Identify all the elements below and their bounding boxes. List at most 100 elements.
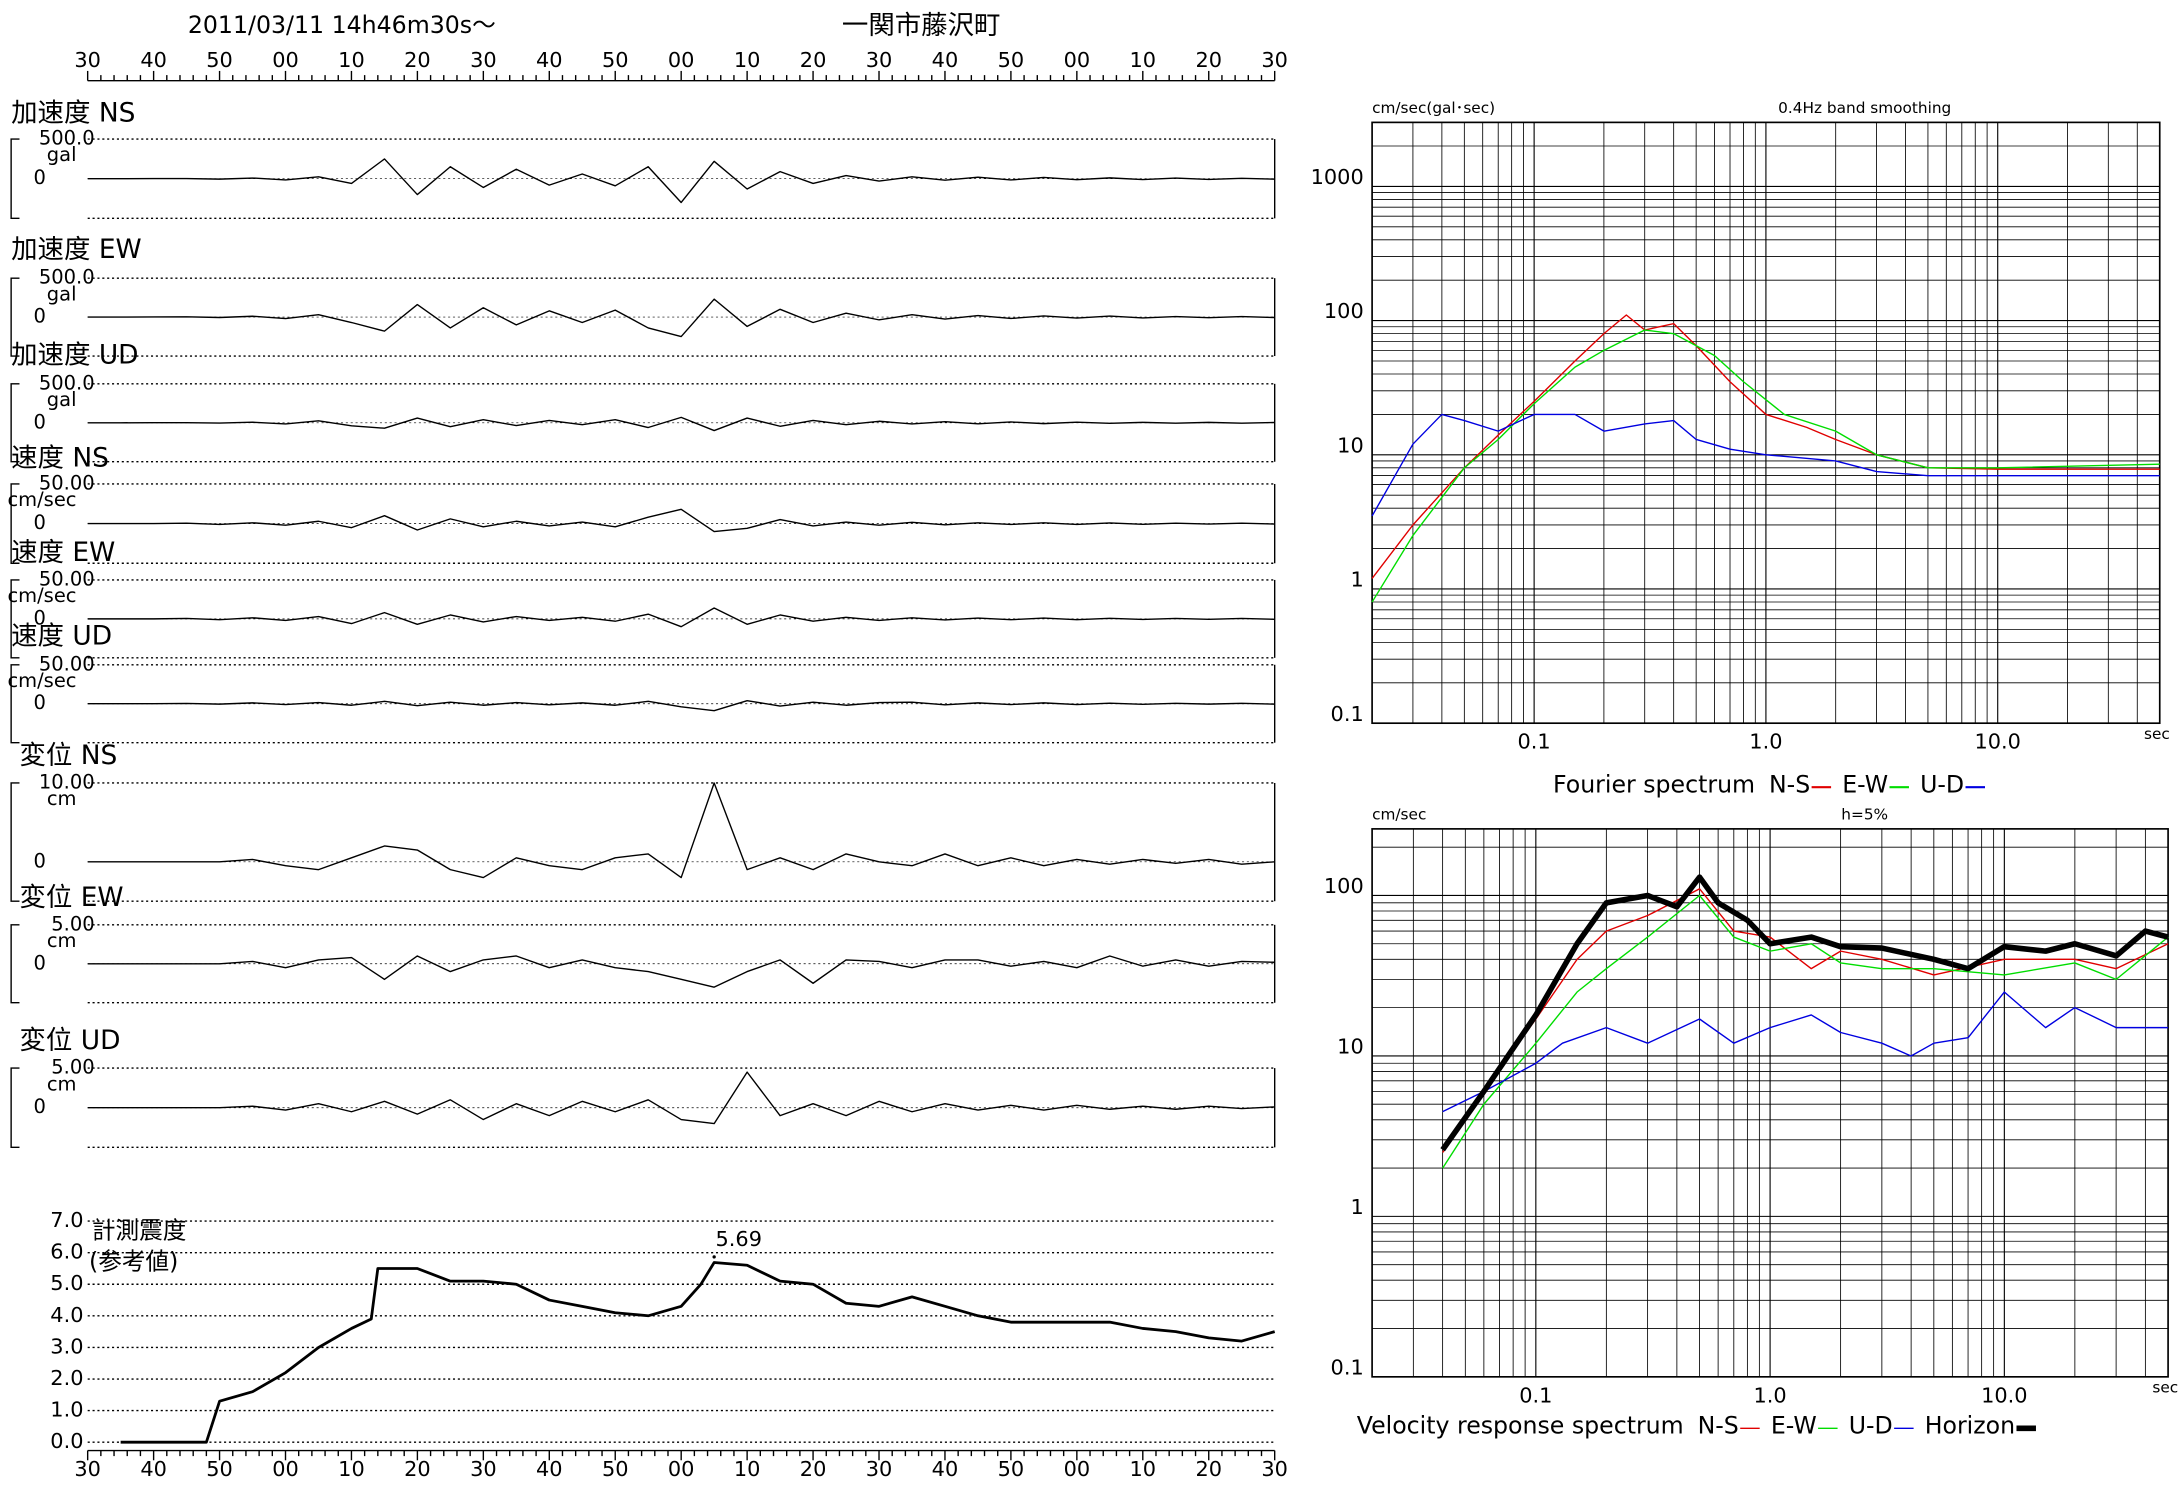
y-tick-label: 4.0 (50, 1303, 83, 1327)
unit-label: cm/sec (7, 584, 76, 607)
time-tick-label: 10 (338, 48, 365, 72)
time-tick-label: 00 (668, 48, 695, 72)
spectrum-line (1442, 888, 2169, 1153)
panel-bracket (10, 138, 20, 220)
legend-label: U-D (1920, 770, 1964, 798)
peak-label: 5.69 (716, 1227, 762, 1251)
y-tick-label: 5.0 (50, 1271, 83, 1295)
time-tick-label: 10 (338, 1457, 365, 1481)
unit-label: cm (47, 929, 77, 952)
spectrum-line (1442, 894, 2169, 1169)
y-tick-label: 0 (34, 511, 46, 534)
legend-label: N-S (1769, 770, 1810, 798)
time-tick-label: 20 (404, 1457, 431, 1481)
time-tick-label: 20 (800, 48, 827, 72)
time-tick-label: 50 (998, 48, 1025, 72)
x-tick-label: 10.0 (1974, 730, 2020, 754)
time-tick-label: 10 (734, 1457, 761, 1481)
y-tick-label: 0 (34, 951, 46, 974)
time-tick-label: 50 (206, 48, 233, 72)
waveform (87, 782, 1275, 879)
waveform (87, 1071, 1275, 1125)
y-tick-label: 1 (1350, 1195, 1363, 1219)
panel-title: 変位 UD (19, 1025, 120, 1056)
waveform (87, 298, 1275, 338)
legend-label: N-S (1698, 1411, 1739, 1439)
x-axis-label: sec (2152, 1378, 2178, 1396)
y-tick-label: 500.0 (39, 371, 95, 394)
waveform (87, 508, 1275, 533)
panel-title: 速度 NS (11, 442, 109, 473)
panel-bracket (10, 1067, 20, 1149)
time-tick-label: 00 (272, 1457, 299, 1481)
chart-title: 計測震度 (92, 1217, 187, 1245)
panel-bracket (10, 924, 20, 1004)
time-tick-label: 20 (800, 1457, 827, 1481)
panel-title: 速度 UD (11, 620, 112, 651)
time-tick-label: 30 (866, 1457, 893, 1481)
unit-label: cm (47, 787, 77, 810)
legend-label: U-D (1849, 1411, 1893, 1439)
y-axis-label: cm/sec(gal･sec) (1372, 99, 1495, 117)
time-tick-label: 20 (1195, 48, 1222, 72)
panel-bracket (10, 579, 20, 659)
time-tick-label: 40 (932, 1457, 959, 1481)
y-tick-label: 10 (1337, 433, 1364, 457)
time-tick-label: 40 (536, 48, 563, 72)
unit-label: cm (47, 1072, 77, 1095)
y-tick-label: 0.1 (1331, 702, 1364, 726)
y-tick-label: 0 (34, 849, 46, 872)
time-tick-label: 50 (998, 1457, 1025, 1481)
y-tick-label: 0.0 (50, 1429, 83, 1453)
waveform (87, 158, 1275, 204)
time-tick-label: 10 (1130, 48, 1157, 72)
panel-title: 加速度 EW (11, 234, 142, 265)
time-tick-label: 30 (470, 1457, 497, 1481)
y-tick-label: 0 (34, 166, 46, 189)
time-tick-label: 00 (668, 1457, 695, 1481)
panel-bracket (10, 277, 20, 357)
time-tick-label: 30 (1261, 48, 1288, 72)
x-tick-label: 0.1 (1518, 730, 1551, 754)
x-axis-label: sec (2144, 725, 2170, 743)
time-tick-label: 20 (1195, 1457, 1222, 1481)
y-tick-label: 1.0 (50, 1398, 83, 1422)
y-tick-label: 5.00 (51, 1056, 94, 1079)
x-tick-label: 1.0 (1749, 730, 1782, 754)
y-tick-label: 2.0 (50, 1366, 83, 1390)
time-tick-label: 50 (602, 48, 629, 72)
datetime: 2011/03/11 14h46m30s～ (188, 11, 496, 39)
legend-label: E-W (1842, 770, 1888, 798)
x-tick-label: 1.0 (1753, 1383, 1786, 1407)
panel-bracket (10, 483, 20, 564)
time-tick-label: 10 (734, 48, 761, 72)
panel-title: 変位 NS (19, 740, 117, 771)
y-tick-label: 0 (34, 1095, 46, 1118)
panel-title: 加速度 UD (11, 340, 138, 371)
spectrum-line (1371, 413, 2160, 517)
time-tick-label: 30 (470, 48, 497, 72)
y-tick-label: 0.1 (1331, 1355, 1364, 1379)
time-tick-label: 30 (866, 48, 893, 72)
waveform (87, 699, 1275, 712)
time-tick-label: 50 (206, 1457, 233, 1481)
x-tick-label: 0.1 (1519, 1383, 1552, 1407)
y-tick-label: 6.0 (50, 1240, 83, 1264)
y-tick-label: 100 (1324, 874, 1364, 898)
panel-title: 加速度 NS (11, 98, 135, 129)
y-tick-label: 0 (34, 606, 46, 629)
peak-marker (712, 1255, 716, 1259)
waveform (87, 955, 1275, 988)
time-tick-label: 40 (536, 1457, 563, 1481)
y-tick-label: 1 (1350, 568, 1363, 592)
y-axis-label: cm/sec (1372, 805, 1426, 823)
time-tick-label: 20 (404, 48, 431, 72)
y-tick-label: 3.0 (50, 1334, 83, 1358)
subtitle: h=5% (1841, 805, 1888, 823)
unit-label: cm/sec (7, 669, 76, 692)
waveform (87, 607, 1275, 628)
time-tick-label: 30 (1261, 1457, 1288, 1481)
intensity-line (120, 1261, 1276, 1444)
